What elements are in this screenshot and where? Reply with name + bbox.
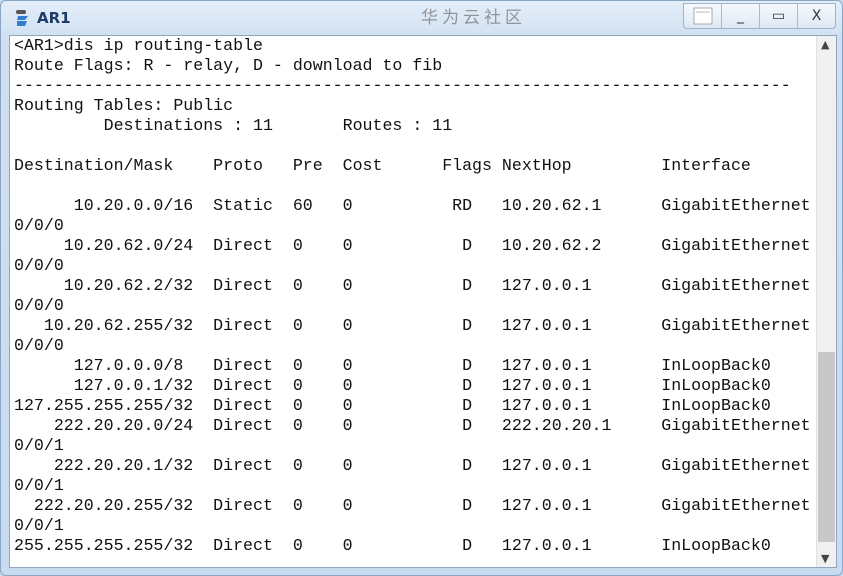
terminal-line: 0/0/1 (14, 436, 64, 455)
restore-layout-button[interactable] (684, 4, 721, 28)
terminal-line: 0/0/1 (14, 516, 64, 535)
terminal-output[interactable]: <AR1>dis ip routing-table Route Flags: R … (9, 35, 837, 568)
close-button[interactable]: X (797, 4, 835, 28)
terminal-line: 0/0/1 (14, 476, 64, 495)
window-controls: _ ▭ X (683, 3, 836, 29)
terminal-line (14, 176, 811, 196)
terminal-line: 10.20.62.255/32 Direct 0 0 D 127.0.0.1 G… (14, 316, 811, 335)
watermark: 华为云社区 (421, 8, 526, 28)
terminal-line: 222.20.20.255/32 Direct 0 0 D 127.0.0.1 … (14, 496, 811, 515)
terminal-line: 0/0/0 (14, 296, 64, 315)
scroll-down-icon[interactable]: ▼ (821, 552, 830, 565)
terminal-line: ----------------------------------------… (14, 76, 791, 95)
terminal-line: 10.20.62.0/24 Direct 0 0 D 10.20.62.2 Gi… (14, 236, 811, 255)
router-icon (16, 10, 28, 26)
terminal-line: Routing Tables: Public (14, 96, 234, 115)
terminal-line: 127.0.0.0/8 Direct 0 0 D 127.0.0.1 InLoo… (14, 356, 771, 375)
window-title: AR1 (37, 9, 71, 27)
terminal-line: 255.255.255.255/32 Direct 0 0 D 127.0.0.… (14, 536, 771, 555)
terminal-line: 0/0/0 (14, 336, 64, 355)
restore-layout-icon (693, 7, 712, 25)
terminal-line: Destinations : 11 Routes : 11 (14, 116, 453, 135)
terminal-line: 127.0.0.1/32 Direct 0 0 D 127.0.0.1 InLo… (14, 376, 771, 395)
terminal-line: 222.20.20.0/24 Direct 0 0 D 222.20.20.1 … (14, 416, 811, 435)
scrollbar-thumb[interactable] (818, 352, 835, 542)
close-icon: X (811, 8, 822, 24)
minimize-button[interactable]: _ (721, 4, 759, 28)
terminal-line (14, 136, 811, 156)
terminal-line: 0/0/0 (14, 256, 64, 275)
minimize-icon: _ (737, 8, 744, 24)
terminal-line: 127.255.255.255/32 Direct 0 0 D 127.0.0.… (14, 396, 771, 415)
terminal-line: 0/0/0 (14, 216, 64, 235)
maximize-button[interactable]: ▭ (759, 4, 797, 28)
maximize-icon: ▭ (771, 8, 786, 24)
scroll-up-icon[interactable]: ▲ (821, 38, 830, 51)
terminal-line: <AR1>dis ip routing-table (14, 36, 263, 55)
vertical-scrollbar[interactable]: ▲ ▼ (816, 36, 836, 567)
terminal-line: Route Flags: R - relay, D - download to … (14, 56, 443, 75)
terminal-line: 10.20.62.2/32 Direct 0 0 D 127.0.0.1 Gig… (14, 276, 811, 295)
terminal-line: Destination/Mask Proto Pre Cost Flags Ne… (14, 156, 751, 175)
terminal-line: 10.20.0.0/16 Static 60 0 RD 10.20.62.1 G… (14, 196, 811, 215)
terminal-line: 222.20.20.1/32 Direct 0 0 D 127.0.0.1 Gi… (14, 456, 811, 475)
terminal-lines: <AR1>dis ip routing-table Route Flags: R … (14, 36, 811, 556)
